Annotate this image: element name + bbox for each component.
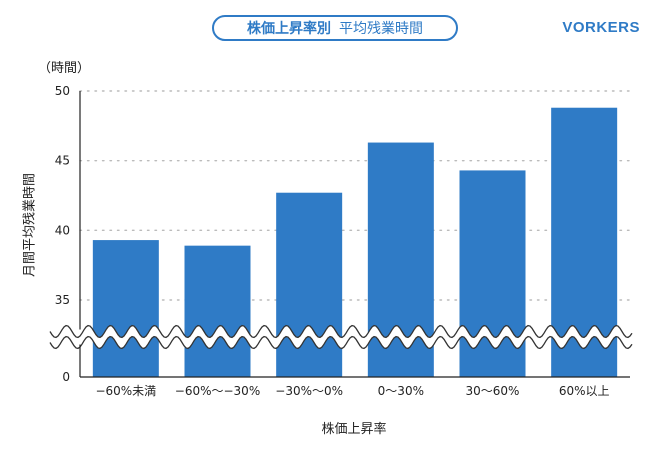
x-tick-label: 0〜30% [378, 384, 424, 398]
y-tick-label: 0 [62, 370, 70, 384]
x-axis-label: 株価上昇率 [321, 422, 387, 437]
chart-title: 株価上昇率別 平均残業時間 [212, 15, 458, 41]
axis-break-line [49, 324, 633, 339]
x-tick-label: −60%〜−30% [175, 384, 260, 398]
chart-title-sub: 平均残業時間 [339, 21, 423, 37]
grid-lines [79, 90, 631, 301]
y-tick-label: 45 [55, 154, 70, 168]
axis-break-band [50, 325, 632, 349]
x-tick-label: −30%〜0% [275, 384, 343, 398]
chart-title-main: 株価上昇率別 [247, 21, 331, 37]
axis-break [49, 324, 633, 350]
x-tick-label: −60%未満 [95, 384, 156, 398]
tick-labels: 0 35 40 45 50 −60%未満 −60%〜−30% −30%〜0% 0〜30% 30〜6… [55, 84, 610, 398]
y-axis-unit: （時間） [38, 61, 91, 76]
bar [276, 192, 343, 377]
axis-break-line [49, 335, 633, 350]
bar [92, 240, 159, 377]
bar [184, 245, 251, 377]
x-tick-label: 60%以上 [559, 384, 610, 398]
y-tick-label: 50 [55, 84, 70, 98]
x-tick-label: 30〜60% [466, 384, 520, 398]
y-tick-label: 40 [55, 223, 70, 237]
axes [79, 91, 630, 378]
bar [551, 107, 618, 377]
y-tick-label: 35 [55, 293, 70, 307]
brand-logo: VORKERS [562, 19, 640, 36]
y-axis-label: 月間平均残業時間 [22, 172, 38, 278]
